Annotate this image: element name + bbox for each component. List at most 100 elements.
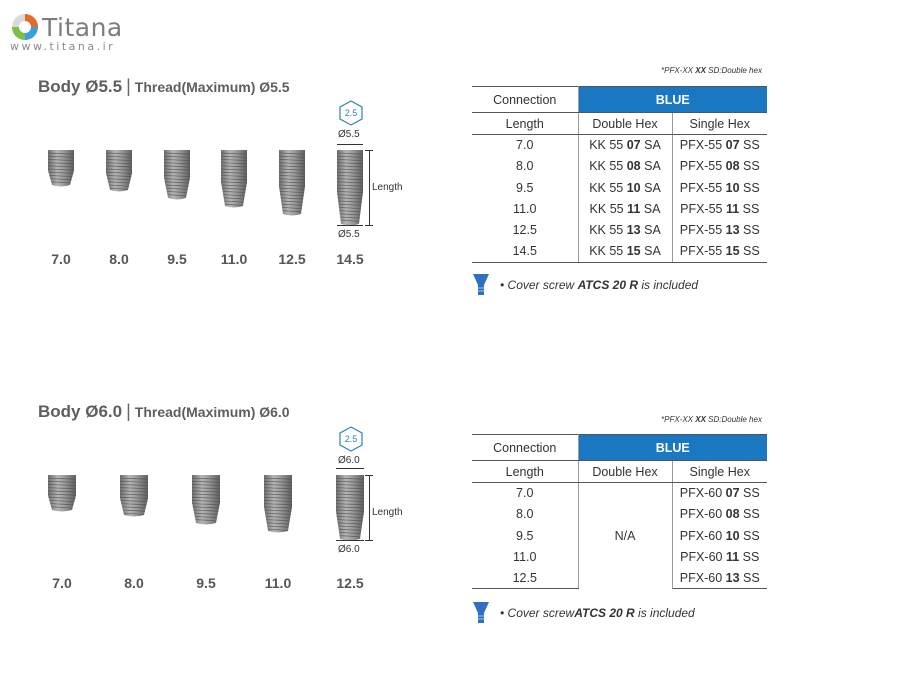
implant-length-label: 7.0 [52, 575, 72, 591]
hex-size-value: 2.5 [344, 434, 358, 444]
implant-illustration [47, 475, 77, 512]
hex-size-badge: 2.5 [339, 426, 363, 452]
table-row: 9.5 PFX-60 10 SS [472, 525, 767, 547]
length-dimension-label: Length [372, 182, 403, 193]
double-hex-cell: KK 55 07 SA [578, 134, 673, 156]
implant-image [263, 475, 293, 533]
length-cell: 14.5 [472, 240, 579, 263]
brand-name: Titana [42, 13, 123, 42]
color-header: BLUE [578, 86, 767, 113]
implant-image [163, 150, 191, 200]
table-row: 9.5 KK 55 10 SA PFX-55 10 SS [472, 177, 767, 199]
single-hex-cell: PFX-55 15 SS [672, 240, 767, 263]
single-hex-cell: PFX-60 11 SS [680, 550, 760, 565]
implant-length-label: 14.5 [336, 251, 364, 267]
dimension-tick [365, 475, 373, 476]
brand-logo: Titana www.titana.ir [8, 8, 128, 56]
double-hex-header: Double Hex [578, 112, 673, 135]
table-row: 11.0 PFX-60 11 SS [472, 546, 767, 568]
implant-illustration [278, 150, 306, 216]
implant-image [220, 150, 248, 208]
double-hex-cell: KK 55 10 SA [578, 177, 673, 199]
title-separator: | [126, 76, 131, 96]
cover-screw-icon [473, 274, 489, 295]
section-title: Body Ø6.0 | Thread(Maximum) Ø6.0 [38, 401, 290, 422]
spec-table: Connection BLUE Length Double Hex Single… [472, 86, 767, 263]
single-hex-cell: PFX-60 08 SS [679, 507, 760, 522]
implant-illustration [163, 150, 191, 200]
single-hex-header: Single Hex [672, 112, 767, 135]
implant-image [335, 475, 365, 541]
dimension-line [337, 144, 363, 145]
dimension-tick [365, 540, 373, 541]
single-hex-cell: PFX-55 10 SS [679, 180, 760, 195]
dimension-line [336, 468, 364, 469]
body-diameter: Body Ø6.0 [38, 402, 123, 421]
implant-illustration [47, 150, 75, 187]
section-title: Body Ø5.5 | Thread(Maximum) Ø5.5 [38, 76, 290, 97]
table-row: 12.5 PFX-60 13 SS [472, 567, 767, 590]
length-dimension-label: Length [372, 507, 403, 518]
hex-size-badge: 2.5 [339, 100, 363, 126]
implant-length-label: 12.5 [336, 575, 364, 591]
length-cell: 7.0 [472, 134, 579, 156]
single-hex-cell: PFX-60 13 SS [672, 567, 767, 590]
length-dimension-line [369, 150, 370, 225]
dimension-tick [365, 225, 373, 226]
hex-size-value: 2.5 [344, 108, 358, 118]
implant-image [105, 150, 133, 192]
single-hex-cell: PFX-55 08 SS [679, 159, 760, 174]
table-row: 7.0 N/A PFX-60 07 SS [472, 482, 767, 589]
table-row: 14.5 KK 55 15 SA PFX-55 15 SS [472, 240, 767, 263]
single-hex-cell: PFX-55 13 SS [679, 223, 760, 238]
single-hex-cell: PFX-55 07 SS [679, 138, 760, 153]
implant-length-label: 9.5 [196, 575, 216, 591]
color-header: BLUE [578, 434, 767, 461]
diameter-top-label: Ø6.0 [338, 455, 360, 466]
length-header: Length [472, 460, 579, 483]
double-hex-cell: KK 55 13 SA [578, 219, 673, 241]
hexagon-icon [339, 426, 363, 452]
double-hex-header: Double Hex [578, 460, 673, 483]
table-row: 8.0 PFX-60 08 SS [472, 503, 767, 526]
implant-image [191, 475, 221, 525]
implant-illustration [335, 475, 365, 541]
length-cell: 8.0 [472, 155, 579, 178]
double-hex-cell: KK 55 15 SA [578, 240, 673, 263]
thread-diameter: Thread(Maximum) Ø6.0 [134, 404, 290, 420]
title-separator: | [126, 401, 131, 421]
spec-table: Connection BLUE Length Double Hex Single… [472, 434, 767, 590]
length-cell: 9.5 [472, 177, 579, 199]
implant-image [119, 475, 149, 517]
length-cell: 12.5 [472, 219, 579, 241]
implant-length-label: 7.0 [51, 251, 71, 267]
cover-screw-icon [473, 602, 489, 623]
implant-illustration [220, 150, 248, 208]
double-hex-cell: KK 55 11 SA [578, 198, 673, 220]
implant-illustration [336, 150, 364, 226]
length-header: Length [472, 112, 579, 135]
hex-note: *PFX-XX XX SD:Double hex [661, 415, 762, 424]
length-cell: 12.5 [472, 567, 579, 590]
single-hex-cell: PFX-55 11 SS [680, 202, 760, 217]
cover-screw-note: • Cover screw ATCS 20 R is included [500, 278, 699, 292]
titana-logo-icon [12, 14, 38, 40]
implant-illustration [105, 150, 133, 192]
length-cell: 9.5 [472, 525, 579, 547]
implant-length-label: 8.0 [109, 251, 129, 267]
single-hex-cell: PFX-60 07 SS [679, 486, 760, 501]
double-hex-cell: KK 55 08 SA [578, 155, 673, 178]
double-hex-na-cell: N/A [578, 482, 673, 589]
length-cell: 7.0 [472, 482, 579, 504]
length-cell: 11.0 [472, 546, 579, 568]
table-row: 12.5 KK 55 13 SA PFX-55 13 SS [472, 219, 767, 241]
implant-length-label: 8.0 [124, 575, 144, 591]
implant-illustration [263, 475, 293, 533]
cover-screw-note: • Cover screwATCS 20 R is included [500, 606, 695, 620]
connection-header: Connection [472, 434, 579, 461]
length-cell: 11.0 [472, 198, 579, 220]
implant-length-label: 11.0 [220, 251, 248, 267]
implant-image [47, 475, 77, 512]
implant-image [278, 150, 306, 216]
diameter-top-label: Ø5.5 [338, 129, 360, 140]
